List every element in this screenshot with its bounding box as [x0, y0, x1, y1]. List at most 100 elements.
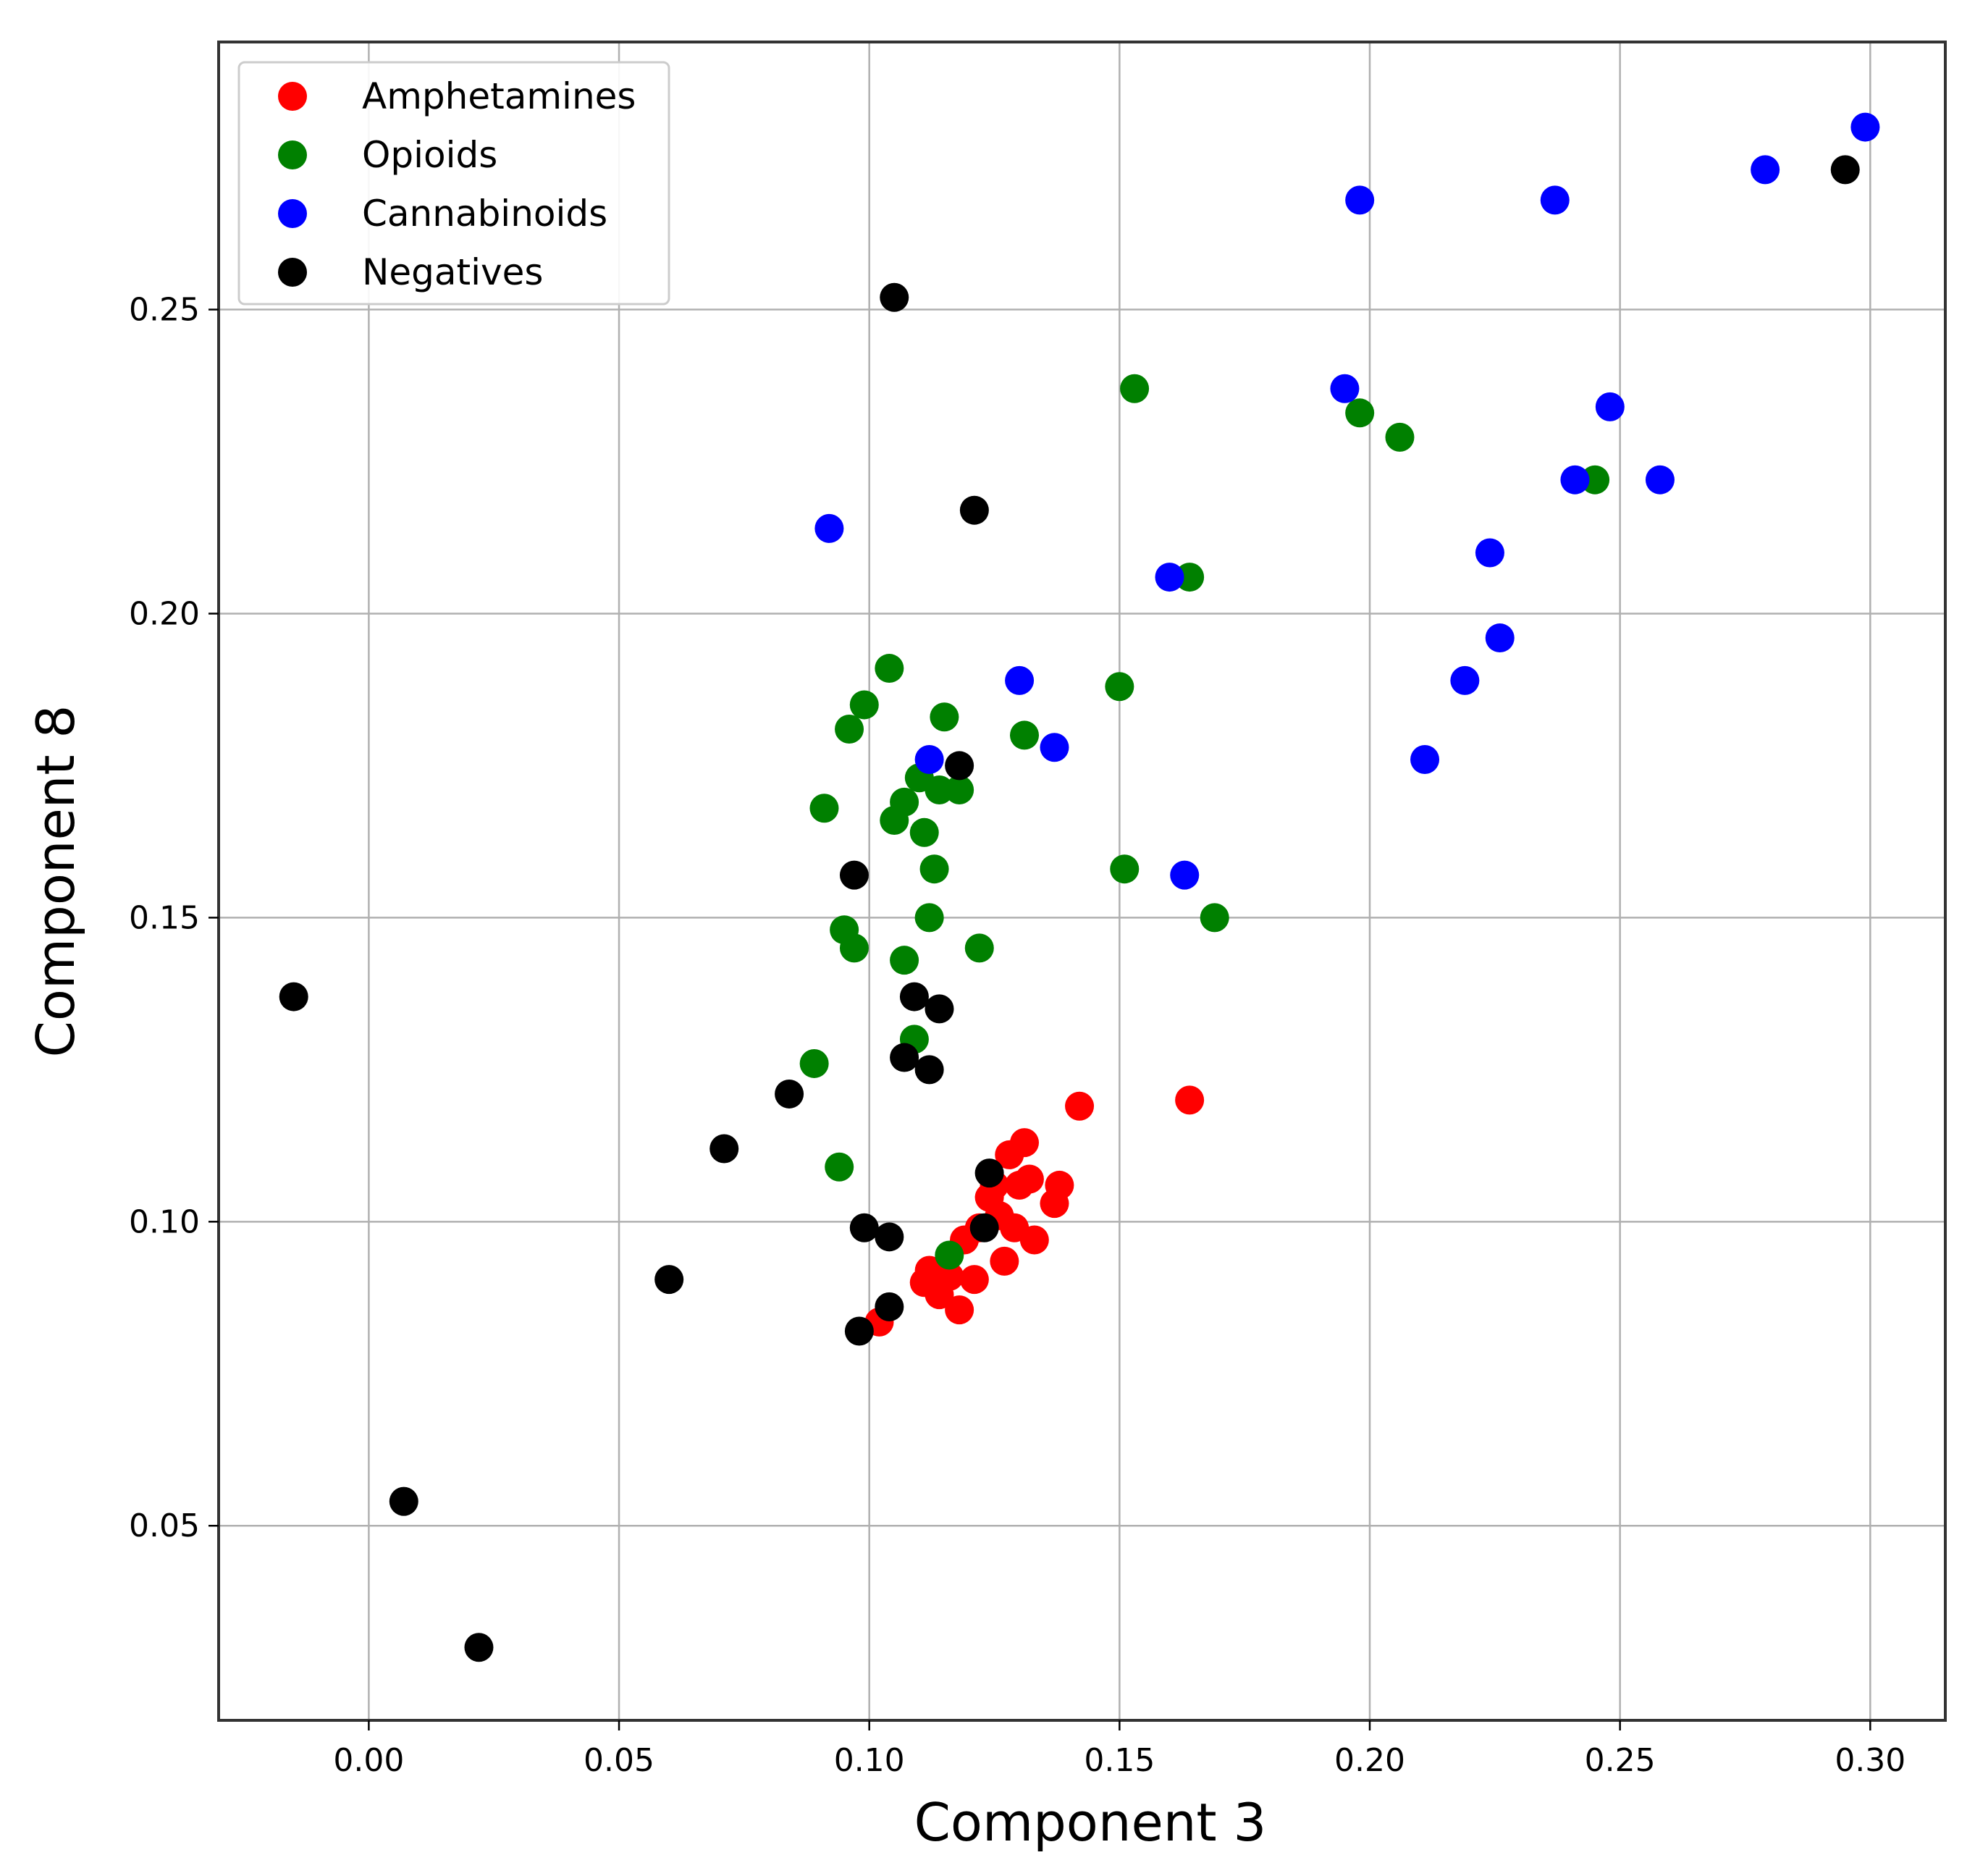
point-amphetamines	[959, 1265, 989, 1295]
point-opioids	[1105, 672, 1134, 702]
point-negatives	[839, 860, 869, 890]
point-cannabinoids	[1595, 392, 1625, 421]
point-opioids	[835, 715, 864, 744]
point-opioids	[925, 775, 954, 805]
point-opioids	[839, 933, 869, 963]
x-tick-label: 0.25	[1585, 1742, 1656, 1779]
legend-marker-opioids	[278, 140, 307, 169]
point-negatives	[775, 1079, 804, 1109]
point-negatives	[914, 1055, 944, 1085]
legend-label-amphetamines: Amphetamines	[362, 75, 636, 117]
point-amphetamines	[1014, 1164, 1044, 1194]
point-opioids	[809, 794, 839, 823]
point-negatives	[974, 1158, 1004, 1188]
y-tick-label: 0.25	[129, 292, 200, 329]
point-cannabinoids	[1155, 563, 1184, 592]
legend-marker-cannabinoids	[278, 199, 307, 228]
point-negatives	[1830, 155, 1860, 185]
point-opioids	[875, 654, 904, 683]
point-amphetamines	[935, 1261, 964, 1291]
point-negatives	[844, 1316, 874, 1346]
point-opioids	[825, 1152, 854, 1182]
point-cannabinoids	[1485, 623, 1515, 653]
y-tick-label: 0.05	[129, 1507, 200, 1544]
point-opioids	[890, 946, 919, 975]
point-negatives	[890, 1043, 919, 1072]
point-negatives	[959, 495, 989, 525]
x-tick-label: 0.15	[1084, 1742, 1155, 1779]
point-cannabinoids	[1330, 374, 1360, 403]
point-amphetamines	[945, 1295, 974, 1325]
point-opioids	[930, 702, 959, 732]
y-tick-label: 0.15	[129, 899, 200, 936]
point-negatives	[899, 982, 929, 1011]
point-amphetamines	[1010, 1128, 1039, 1158]
point-opioids	[935, 1240, 964, 1270]
data-points	[279, 112, 1880, 1662]
y-tick-label: 0.10	[129, 1203, 200, 1240]
point-opioids	[945, 775, 974, 805]
point-opioids	[909, 817, 939, 847]
x-tick-label: 0.20	[1334, 1742, 1405, 1779]
point-opioids	[1580, 465, 1610, 495]
point-opioids	[849, 690, 879, 720]
point-cannabinoids	[1170, 860, 1200, 890]
point-opioids	[1010, 720, 1039, 750]
point-cannabinoids	[1410, 745, 1440, 775]
plot-frame	[217, 41, 1947, 1722]
grid	[219, 42, 1945, 1720]
legend-marker-negatives	[278, 258, 307, 287]
legend-label-cannabinoids: Cannabinoids	[362, 193, 607, 235]
point-opioids	[1120, 374, 1150, 403]
axis-ticks: 0.00 0.05 0.10 0.15 0.20 0.25 0.30 0.05 0.10 0.15…	[129, 292, 1905, 1779]
legend-box	[237, 61, 670, 306]
y-tick-label: 0.20	[129, 595, 200, 632]
point-opioids	[890, 787, 919, 817]
point-negatives	[875, 1292, 904, 1321]
point-amphetamines	[990, 1246, 1019, 1276]
x-tick-label: 0.05	[584, 1742, 654, 1779]
x-tick-label: 0.30	[1835, 1742, 1905, 1779]
point-cannabinoids	[1751, 155, 1780, 185]
point-cannabinoids	[1850, 112, 1880, 142]
point-opioids	[919, 854, 949, 884]
point-amphetamines	[1045, 1170, 1074, 1200]
point-negatives	[849, 1213, 879, 1242]
point-cannabinoids	[1040, 733, 1069, 762]
legend-label-opioids: Opioids	[362, 134, 497, 176]
point-opioids	[964, 933, 994, 963]
point-opioids	[1110, 854, 1140, 884]
point-cannabinoids	[1645, 465, 1675, 495]
legend-label-negatives: Negatives	[362, 251, 543, 293]
legend-marker-amphetamines	[278, 82, 307, 111]
point-cannabinoids	[1540, 185, 1570, 215]
point-negatives	[969, 1213, 999, 1242]
point-amphetamines	[1175, 1085, 1205, 1115]
point-amphetamines	[1019, 1225, 1049, 1255]
point-cannabinoids	[814, 513, 844, 543]
point-negatives	[709, 1134, 739, 1164]
point-cannabinoids	[1005, 665, 1035, 695]
point-negatives	[389, 1486, 418, 1516]
point-negatives	[945, 751, 974, 781]
x-tick-label: 0.00	[333, 1742, 404, 1779]
legend: Amphetamines Opioids Cannabinoids Negatives	[237, 61, 670, 306]
point-cannabinoids	[1560, 465, 1590, 495]
y-axis-label: Component 8	[25, 705, 86, 1058]
point-cannabinoids	[1475, 538, 1504, 568]
point-opioids	[1385, 422, 1415, 452]
point-negatives	[654, 1265, 684, 1295]
point-amphetamines	[1065, 1091, 1095, 1121]
point-negatives	[925, 994, 954, 1024]
point-opioids	[1345, 398, 1375, 428]
point-cannabinoids	[914, 745, 944, 775]
point-negatives	[880, 282, 909, 312]
point-cannabinoids	[1345, 185, 1375, 215]
point-negatives	[464, 1633, 494, 1662]
point-opioids	[799, 1048, 829, 1078]
point-opioids	[1200, 903, 1229, 933]
point-cannabinoids	[1450, 665, 1480, 695]
point-opioids	[914, 903, 944, 933]
